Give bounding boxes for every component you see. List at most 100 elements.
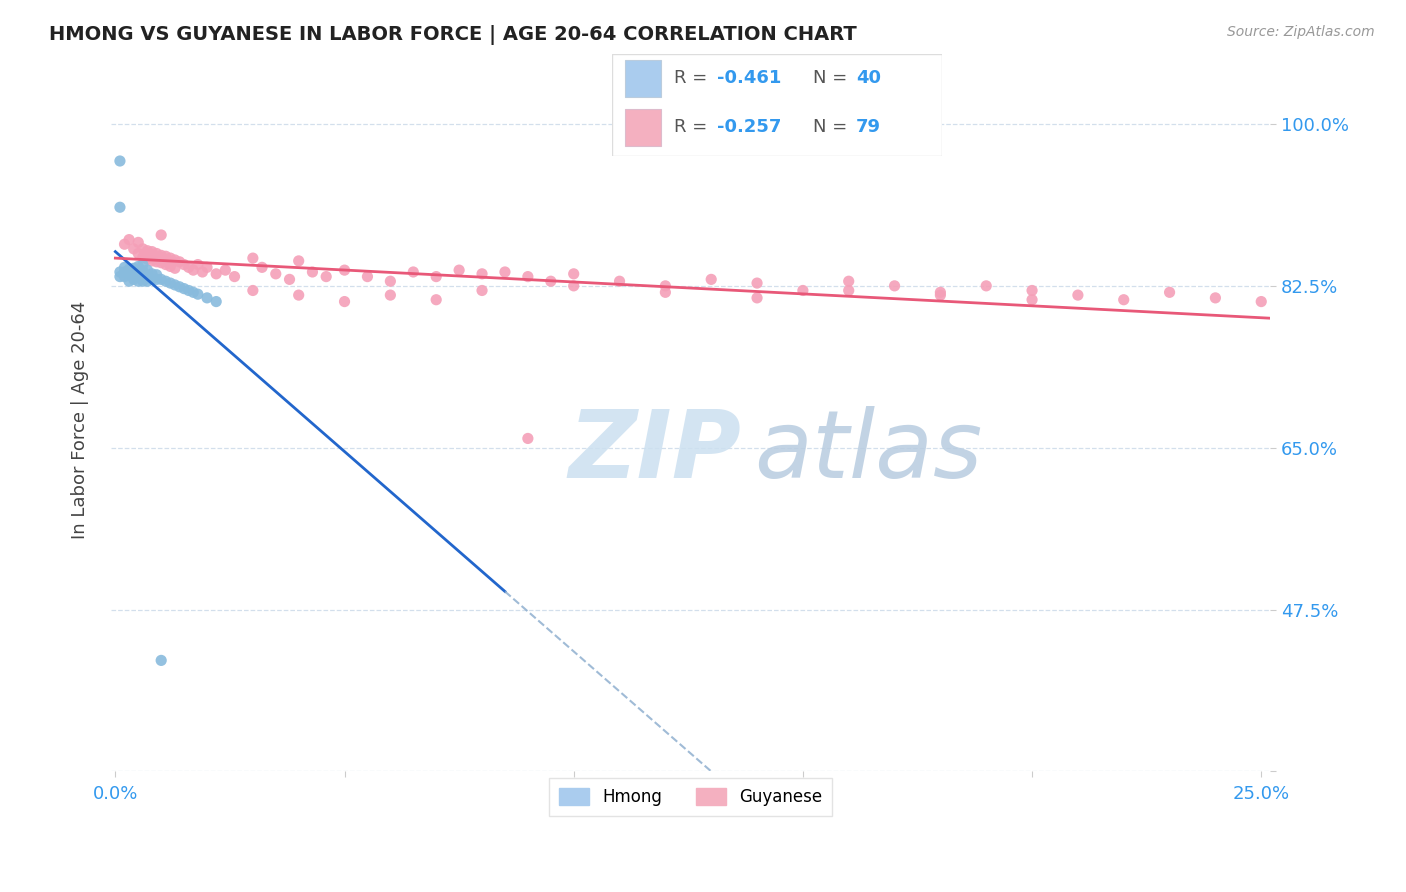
Text: ZIP: ZIP xyxy=(569,406,742,498)
Point xyxy=(163,252,186,267)
Point xyxy=(108,153,131,168)
Point xyxy=(169,279,191,293)
Point xyxy=(122,261,145,276)
Point xyxy=(1204,291,1226,305)
Point xyxy=(187,258,209,272)
Point xyxy=(145,272,167,286)
Point xyxy=(425,269,447,284)
Point xyxy=(287,253,309,268)
Point xyxy=(114,265,136,279)
Point xyxy=(471,267,494,281)
Point xyxy=(214,263,236,277)
Point xyxy=(562,267,585,281)
Point xyxy=(471,284,494,298)
Text: -0.257: -0.257 xyxy=(717,119,782,136)
Point xyxy=(141,244,163,259)
Point xyxy=(159,276,181,290)
Text: 40: 40 xyxy=(856,70,882,87)
Point xyxy=(155,258,177,272)
Point xyxy=(163,261,186,276)
Point xyxy=(177,260,200,275)
Point xyxy=(118,233,141,247)
Point xyxy=(114,237,136,252)
Text: N =: N = xyxy=(813,119,853,136)
Point xyxy=(609,274,631,288)
Point xyxy=(108,269,131,284)
Point xyxy=(122,267,145,281)
Point xyxy=(278,272,301,286)
Point xyxy=(205,294,228,309)
Point xyxy=(516,432,538,446)
Point xyxy=(159,260,181,274)
Point xyxy=(745,291,768,305)
Point xyxy=(929,288,952,302)
Point xyxy=(132,242,155,256)
Bar xyxy=(624,60,661,96)
Point xyxy=(242,284,264,298)
Point xyxy=(883,278,905,293)
Point xyxy=(654,285,676,300)
Point xyxy=(127,246,149,260)
Point xyxy=(1250,294,1272,309)
Point xyxy=(122,272,145,286)
Point xyxy=(205,267,228,281)
Text: R =: R = xyxy=(675,119,713,136)
Point xyxy=(108,200,131,214)
Point xyxy=(195,291,218,305)
Point xyxy=(1021,293,1043,307)
Point xyxy=(177,284,200,298)
Point xyxy=(187,287,209,301)
Point xyxy=(145,246,167,260)
Point xyxy=(141,272,163,286)
Point xyxy=(700,272,723,286)
Point xyxy=(380,288,402,302)
Point xyxy=(118,267,141,281)
Point xyxy=(449,263,471,277)
Point xyxy=(132,274,155,288)
Point xyxy=(150,248,173,262)
Point xyxy=(127,274,149,288)
Point xyxy=(494,265,516,279)
Point xyxy=(181,263,204,277)
Point xyxy=(301,265,323,279)
Point xyxy=(195,260,218,275)
Point xyxy=(136,274,159,288)
Point xyxy=(1021,284,1043,298)
Point xyxy=(108,265,131,279)
Text: atlas: atlas xyxy=(755,406,983,497)
Bar xyxy=(624,109,661,145)
Point xyxy=(425,293,447,307)
Point xyxy=(562,278,585,293)
Point xyxy=(974,278,997,293)
Point xyxy=(191,265,214,279)
Point xyxy=(150,227,173,242)
Point xyxy=(136,244,159,258)
Point xyxy=(264,267,287,281)
Point xyxy=(516,269,538,284)
Point xyxy=(540,274,562,288)
Point xyxy=(1067,288,1090,302)
Point xyxy=(159,251,181,265)
Point xyxy=(150,653,173,667)
Text: 79: 79 xyxy=(856,119,882,136)
Point xyxy=(145,268,167,282)
Point xyxy=(136,268,159,283)
Point xyxy=(145,255,167,269)
Point xyxy=(315,269,337,284)
Point xyxy=(155,274,177,288)
Point xyxy=(250,260,273,275)
Point xyxy=(150,256,173,270)
Text: Source: ZipAtlas.com: Source: ZipAtlas.com xyxy=(1227,25,1375,39)
Point xyxy=(141,267,163,281)
Point xyxy=(181,285,204,300)
Point xyxy=(132,250,155,264)
Point xyxy=(333,263,356,277)
Legend: Hmong, Guyanese: Hmong, Guyanese xyxy=(550,778,832,816)
Point xyxy=(127,235,149,250)
Point xyxy=(173,258,195,272)
Text: R =: R = xyxy=(675,70,713,87)
Point xyxy=(136,263,159,277)
Point xyxy=(127,260,149,274)
Point xyxy=(402,265,425,279)
Point xyxy=(132,264,155,278)
